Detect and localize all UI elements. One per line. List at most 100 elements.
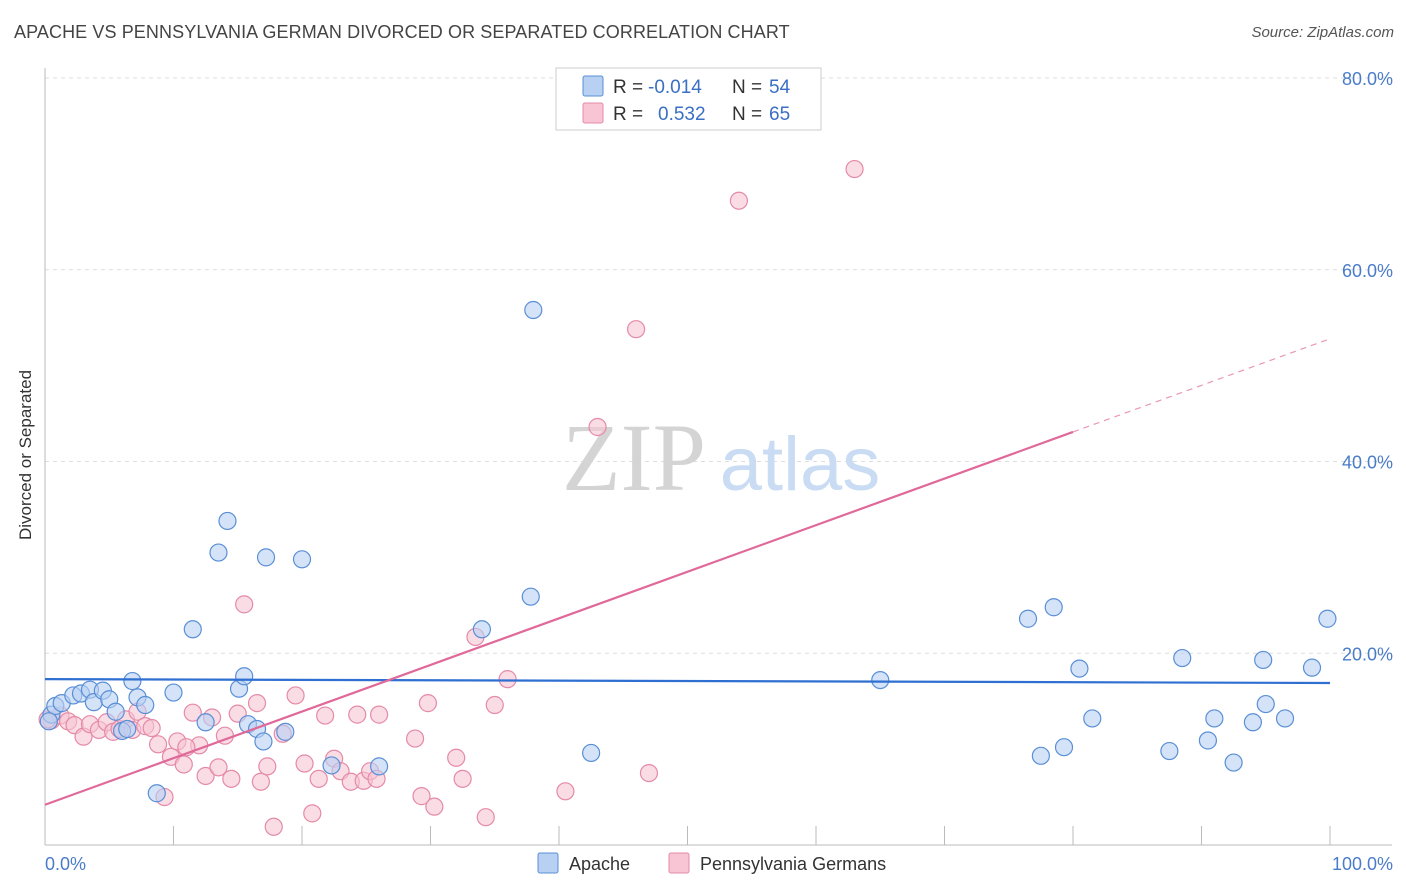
apache-point: [292, 550, 312, 569]
pa-trend-line: [44, 430, 1074, 806]
apache-point: [1205, 709, 1224, 728]
apache-point: [39, 712, 58, 731]
watermark-zip: ZIP: [562, 404, 706, 511]
apache-point: [582, 743, 601, 763]
pa-point: [286, 686, 305, 705]
pa-point: [412, 787, 431, 806]
pa-point: [370, 705, 389, 724]
apache-point: [1256, 694, 1275, 714]
chart-title: APACHE VS PENNSYLVANIA GERMAN DIVORCED O…: [14, 22, 790, 42]
apache-point: [218, 511, 237, 531]
bottom-legend-pa: Pennsylvania Germans: [700, 854, 886, 874]
watermark-atlas: atlas: [720, 422, 881, 507]
watermark: ZIP atlas: [562, 404, 880, 511]
pa-point: [453, 769, 472, 788]
legend-swatch-apache: [582, 75, 604, 97]
apache-point: [472, 620, 491, 639]
apache-point: [183, 620, 202, 639]
pa-point: [418, 694, 438, 713]
top-legend: R = -0.014 N = 54 R = 0.532 N = 65: [555, 67, 822, 131]
apache-point: [1254, 650, 1273, 670]
apache-point: [196, 713, 215, 732]
legend-n-value: 54: [769, 77, 791, 98]
pa-point: [258, 757, 277, 776]
y-tick-label: 60.0%: [1342, 261, 1393, 281]
apache-point: [235, 667, 254, 686]
y-tick-label: 80.0%: [1342, 69, 1393, 89]
apache-point: [254, 732, 273, 751]
apache-trend-line: [44, 678, 1331, 685]
pa-point: [183, 703, 202, 722]
apache-point: [1018, 609, 1038, 628]
legend-r-value: -0.014: [648, 77, 702, 98]
bottom-legend-apache: Apache: [569, 854, 630, 874]
pa-point: [235, 595, 254, 614]
apache-point: [1083, 709, 1102, 728]
apache-point: [1044, 598, 1063, 617]
apache-point: [322, 756, 341, 775]
pa-point: [447, 748, 466, 767]
apache-point: [147, 784, 166, 803]
legend-r-label: R =: [613, 77, 643, 98]
pa-point: [247, 694, 267, 713]
apache-point: [1031, 746, 1050, 765]
pa-point: [485, 695, 504, 715]
apache-point: [256, 548, 276, 567]
apache-point: [1302, 658, 1322, 677]
apache-point: [106, 702, 125, 721]
pa-point: [639, 763, 659, 783]
apache-point: [209, 543, 228, 562]
apache-point: [1160, 741, 1179, 761]
apache-point: [871, 670, 890, 690]
apache-point: [370, 757, 389, 776]
apache-point: [1224, 753, 1243, 772]
pa-point: [303, 804, 322, 823]
apache-point: [1198, 731, 1218, 750]
pa-point: [142, 718, 161, 738]
apache-point: [524, 300, 543, 320]
apache-point: [1054, 738, 1074, 757]
y-tick-label: 20.0%: [1342, 644, 1393, 664]
legend-swatch-pa: [582, 102, 604, 124]
apache-point: [136, 695, 155, 715]
gridlines: [45, 77, 1392, 654]
pa-trend-extension: [1072, 338, 1331, 433]
pa-point: [309, 769, 328, 788]
legend-r-value: 0.532: [658, 104, 706, 125]
pa-point: [476, 808, 495, 827]
pa-point: [295, 754, 314, 773]
legend-n-label: N =: [732, 77, 762, 98]
apache-point: [521, 587, 540, 606]
pa-point: [626, 320, 646, 339]
pa-point: [556, 782, 575, 801]
pa-point: [251, 772, 270, 791]
apache-point: [1275, 709, 1295, 728]
trend-lines: [44, 338, 1331, 806]
tick-labels: 20.0% 40.0% 60.0% 80.0% 0.0% 100.0%: [45, 69, 1393, 874]
apache-point: [118, 719, 137, 739]
bottom-legend-swatch-apache: [537, 852, 559, 874]
apache-point: [1318, 609, 1337, 628]
bottom-legend: Apache Pennsylvania Germans: [537, 852, 886, 874]
x-tick-label: 100.0%: [1332, 854, 1393, 874]
apache-point: [164, 683, 183, 702]
bottom-legend-swatch-pa: [668, 852, 690, 874]
apache-point: [123, 671, 142, 691]
pa-point: [498, 670, 517, 689]
pa-point: [845, 159, 864, 179]
legend-r-label: R =: [613, 104, 643, 125]
apache-point: [1070, 659, 1089, 678]
pa-point: [405, 729, 425, 748]
pa-point: [425, 797, 444, 816]
pa-point: [196, 766, 215, 786]
pa-point: [148, 735, 168, 754]
pa-point: [729, 191, 749, 210]
apache-point: [1243, 713, 1263, 732]
legend-n-value: 65: [769, 104, 790, 125]
pa-point: [174, 755, 193, 774]
pa-point: [588, 417, 607, 437]
x-tick-label: 0.0%: [45, 854, 86, 874]
pa-point: [264, 817, 283, 836]
pa-point: [348, 705, 367, 724]
